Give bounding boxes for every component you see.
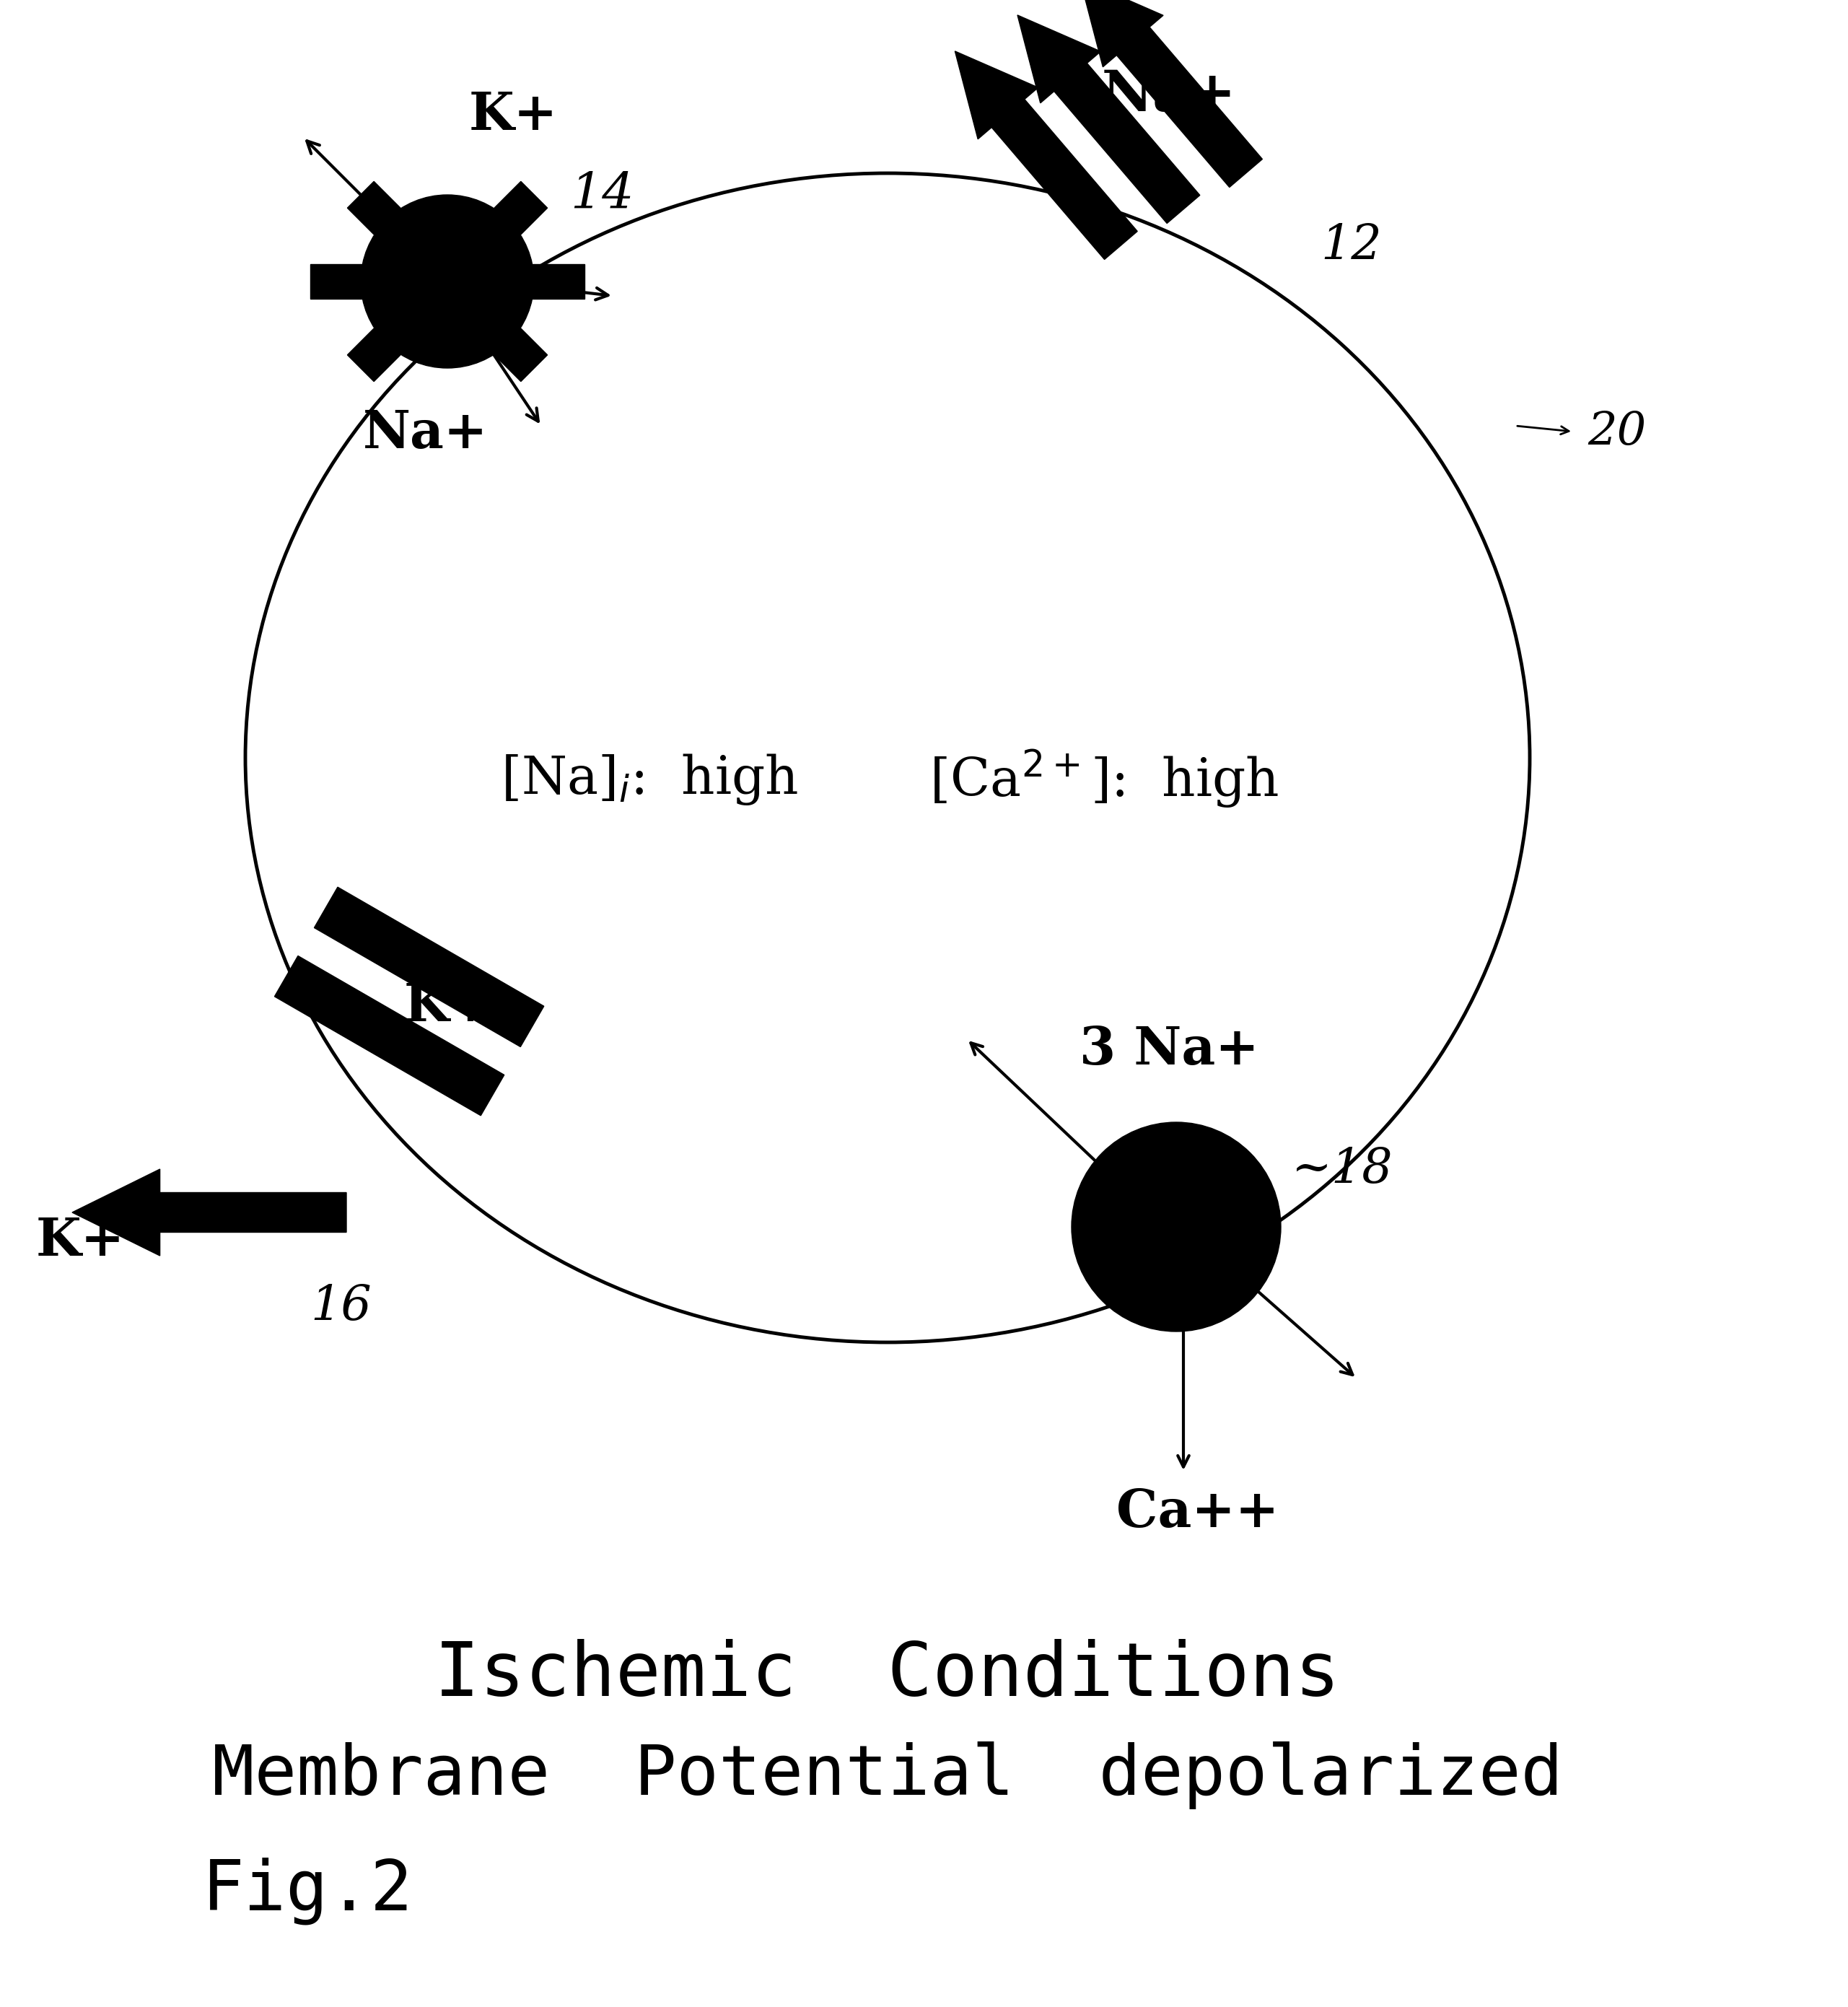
Polygon shape [955, 50, 1137, 259]
Text: Fig.2: Fig.2 [201, 1856, 414, 1925]
Polygon shape [1079, 0, 1262, 187]
Polygon shape [347, 181, 547, 381]
Text: Na+: Na+ [1101, 68, 1236, 122]
Text: 12: 12 [1321, 223, 1382, 269]
Polygon shape [72, 1170, 346, 1256]
Text: 20: 20 [1587, 411, 1647, 456]
Polygon shape [310, 265, 584, 299]
Text: K+: K+ [37, 1216, 126, 1266]
Text: [Na]$_i$:  high: [Na]$_i$: high [501, 753, 798, 807]
Circle shape [1072, 1122, 1281, 1331]
Polygon shape [314, 887, 543, 1048]
Text: 16: 16 [310, 1282, 371, 1331]
Text: K+: K+ [469, 90, 558, 140]
Text: K+: K+ [405, 981, 493, 1032]
Circle shape [360, 195, 534, 367]
Polygon shape [347, 181, 547, 381]
Text: Na+: Na+ [364, 407, 488, 460]
Text: 14: 14 [569, 171, 634, 219]
Text: Ca++: Ca++ [1116, 1487, 1279, 1537]
Text: Membrane  Potential  depolarized: Membrane Potential depolarized [213, 1742, 1563, 1808]
Polygon shape [275, 955, 505, 1116]
Text: [Ca$^{2+}$]:  high: [Ca$^{2+}$]: high [930, 749, 1279, 811]
Text: ~18: ~18 [1292, 1146, 1393, 1192]
Text: Ischemic  Conditions: Ischemic Conditions [434, 1638, 1340, 1712]
Polygon shape [1018, 16, 1199, 223]
Text: 3 Na+: 3 Na+ [1079, 1024, 1258, 1076]
